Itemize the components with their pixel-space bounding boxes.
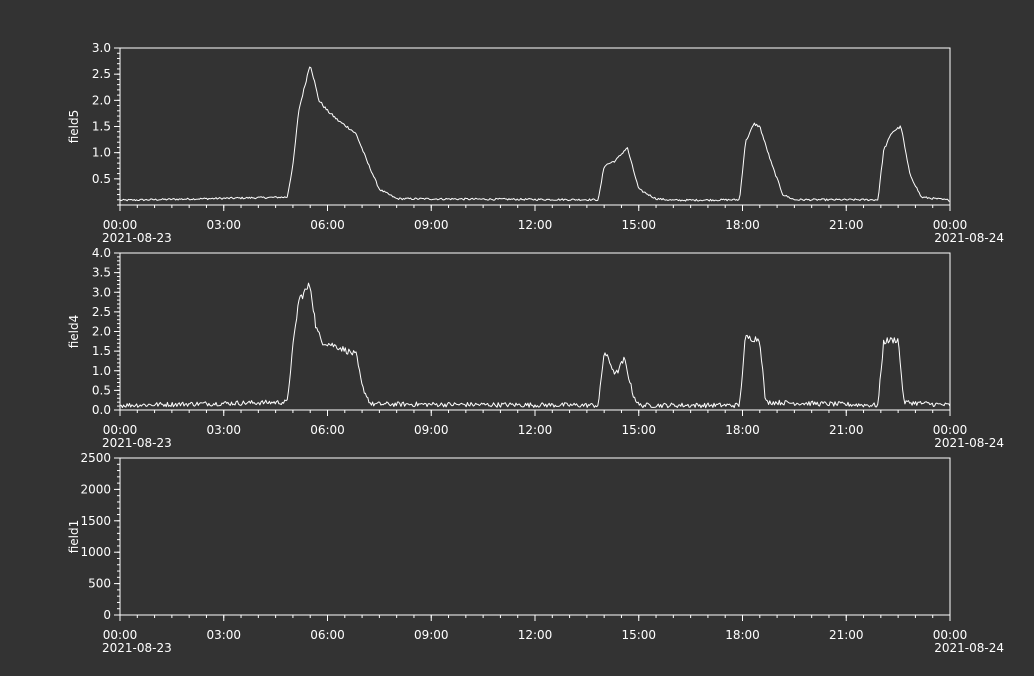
chart-panel-1: 0.5 1.0 1.5 2.0 2.5 3.0 field5 00:00 03:00 06:00 0… — [67, 41, 1004, 245]
y-tick-label: 4.0 — [92, 246, 111, 260]
x-tick-label: 21:00 — [829, 218, 864, 232]
series-line-field4 — [119, 282, 951, 409]
x-tick-label: 00:00 — [933, 628, 968, 642]
x-date-start-label: 2021-08-23 — [102, 641, 172, 655]
x-date-start-label: 2021-08-23 — [102, 231, 172, 245]
chart-panel-2: 0.0 0.5 1.0 1.5 2.0 2.5 3.0 3.5 4.0 field4 00:00 03… — [67, 246, 1004, 450]
y-tick-label: 1.0 — [92, 364, 111, 378]
x-tick-label: 18:00 — [725, 218, 760, 232]
x-tick-label: 12:00 — [518, 218, 553, 232]
x-tick-label: 09:00 — [414, 218, 449, 232]
y-tick-label: 2000 — [80, 482, 111, 496]
x-tick-label: 18:00 — [725, 628, 760, 642]
y-tick-label: 0.5 — [92, 383, 111, 397]
y-tick-label: 2500 — [80, 451, 111, 465]
x-tick-label: 00:00 — [933, 218, 968, 232]
x-tick-label: 15:00 — [621, 423, 656, 437]
y-tick-label: 2.5 — [92, 67, 111, 81]
x-date-end-label: 2021-08-24 — [934, 231, 1004, 245]
y-axis-label: field4 — [67, 315, 81, 349]
y-tick-label: 2.5 — [92, 305, 111, 319]
y-tick-label: 0 — [103, 608, 111, 622]
y-tick-label: 500 — [88, 577, 111, 591]
x-tick-label: 00:00 — [103, 628, 138, 642]
x-tick-label: 06:00 — [310, 423, 345, 437]
y-axis-label: field1 — [67, 520, 81, 554]
y-tick-label: 0.0 — [92, 403, 111, 417]
y-axis-label: field5 — [67, 110, 81, 144]
y-tick-label: 3.5 — [92, 266, 111, 280]
x-tick-label: 03:00 — [206, 628, 241, 642]
x-tick-label: 12:00 — [518, 628, 553, 642]
y-tick-label: 3.0 — [92, 41, 111, 55]
x-tick-label: 18:00 — [725, 423, 760, 437]
x-tick-label: 00:00 — [933, 423, 968, 437]
plot-frame — [119, 457, 951, 616]
series-line-field5 — [119, 66, 951, 202]
x-tick-label: 00:00 — [103, 423, 138, 437]
x-tick-label: 03:00 — [206, 218, 241, 232]
x-tick-label: 21:00 — [829, 628, 864, 642]
x-tick-label: 15:00 — [621, 218, 656, 232]
x-date-end-label: 2021-08-24 — [934, 436, 1004, 450]
y-tick-label: 0.5 — [92, 172, 111, 186]
chart-panel-3: 0 500 1000 1500 2000 2500 field1 00:00 03:00 06:0… — [67, 451, 1004, 655]
x-tick-label: 21:00 — [829, 423, 864, 437]
x-tick-label: 15:00 — [621, 628, 656, 642]
x-tick-label: 06:00 — [310, 218, 345, 232]
x-tick-label: 00:00 — [103, 218, 138, 232]
y-tick-label: 2.0 — [92, 93, 111, 107]
x-tick-label: 03:00 — [206, 423, 241, 437]
plot-frame — [119, 252, 951, 411]
x-tick-label: 12:00 — [518, 423, 553, 437]
y-tick-label: 1.5 — [92, 344, 111, 358]
y-tick-label: 1000 — [80, 545, 111, 559]
x-date-end-label: 2021-08-24 — [934, 641, 1004, 655]
y-tick-label: 3.0 — [92, 285, 111, 299]
y-tick-label: 2.0 — [92, 325, 111, 339]
x-tick-label: 06:00 — [310, 628, 345, 642]
x-tick-label: 09:00 — [414, 423, 449, 437]
y-tick-label: 1.0 — [92, 146, 111, 160]
x-date-start-label: 2021-08-23 — [102, 436, 172, 450]
plot-frame — [119, 47, 951, 206]
x-tick-label: 09:00 — [414, 628, 449, 642]
y-tick-label: 1500 — [80, 514, 111, 528]
y-tick-label: 1.5 — [92, 120, 111, 134]
